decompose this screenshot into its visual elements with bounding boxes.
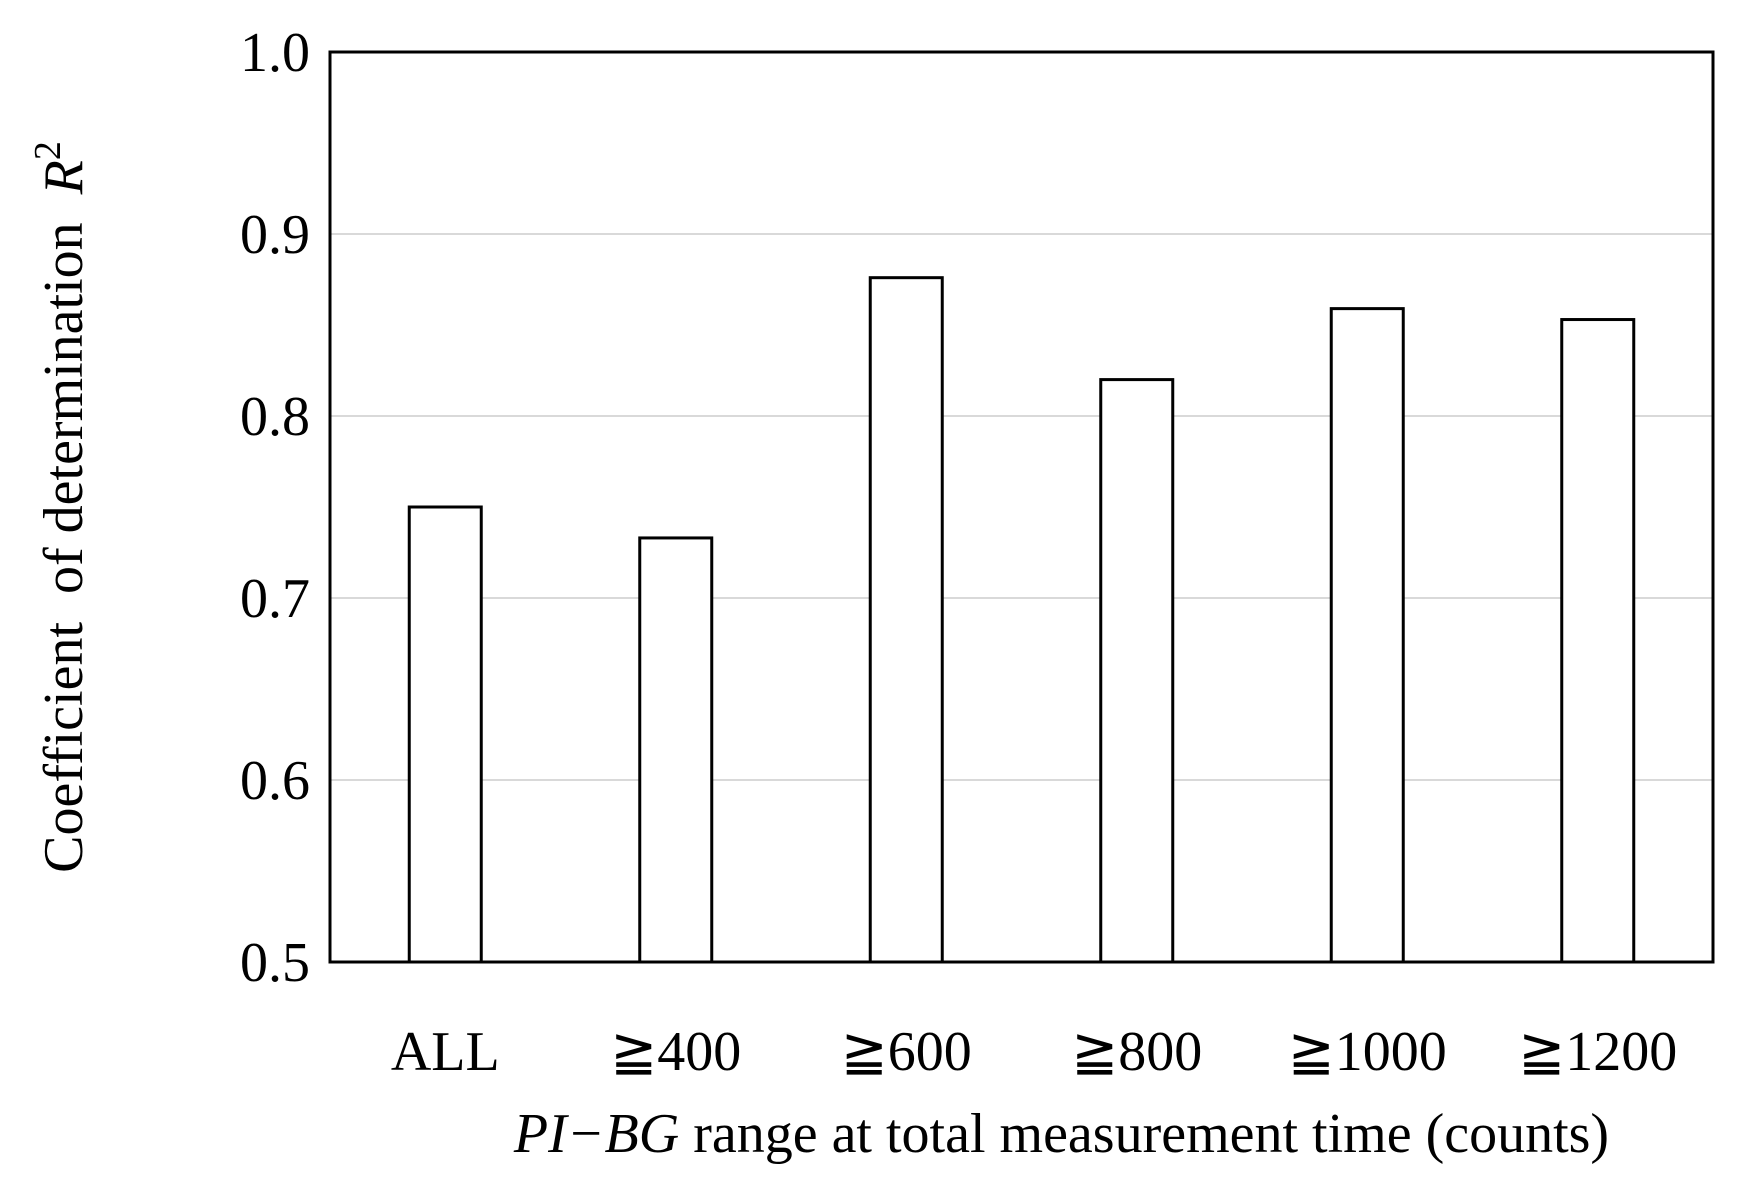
y-axis-title-superscript: 2 xyxy=(27,141,69,160)
y-tick-label: 0.8 xyxy=(240,386,310,448)
x-axis-title-rest: range at total measurement time (counts) xyxy=(679,1103,1609,1165)
x-category-label: ≧400 xyxy=(610,1021,741,1083)
x-category-label: ≧1200 xyxy=(1518,1021,1677,1083)
bars xyxy=(407,276,1636,964)
bar xyxy=(638,536,714,964)
x-category-label: ALL xyxy=(391,1021,500,1083)
x-axis-title: PI−BG range at total measurement time (c… xyxy=(513,1103,1609,1165)
x-axis-category-labels: ALL ≧400 ≧600 ≧800 ≧1000 ≧1200 xyxy=(391,1021,1677,1083)
y-tick-label: 1.0 xyxy=(240,22,310,84)
y-tick-label: 0.7 xyxy=(240,568,310,630)
bar xyxy=(407,505,483,964)
x-category-label: ≧600 xyxy=(841,1021,972,1083)
y-tick-label: 0.9 xyxy=(240,204,310,266)
y-axis-tick-labels: 0.5 0.6 0.7 0.8 0.9 1.0 xyxy=(240,22,310,994)
gridlines xyxy=(330,233,1713,781)
bar xyxy=(1329,307,1405,964)
y-axis-title-main: Coefficient of determination xyxy=(33,194,95,873)
x-category-label: ≧1000 xyxy=(1288,1021,1447,1083)
y-axis-title: Coefficient of determination R2 xyxy=(27,141,95,873)
bar xyxy=(1560,318,1636,964)
bar xyxy=(1099,378,1175,964)
y-tick-label: 0.5 xyxy=(240,932,310,994)
plot-frame xyxy=(328,50,1715,964)
y-tick-label: 0.6 xyxy=(240,750,310,812)
bar xyxy=(868,276,944,964)
x-category-label: ≧800 xyxy=(1071,1021,1202,1083)
x-axis-title-italic: PI−BG xyxy=(513,1103,679,1165)
y-axis-title-symbol: R xyxy=(33,160,95,195)
